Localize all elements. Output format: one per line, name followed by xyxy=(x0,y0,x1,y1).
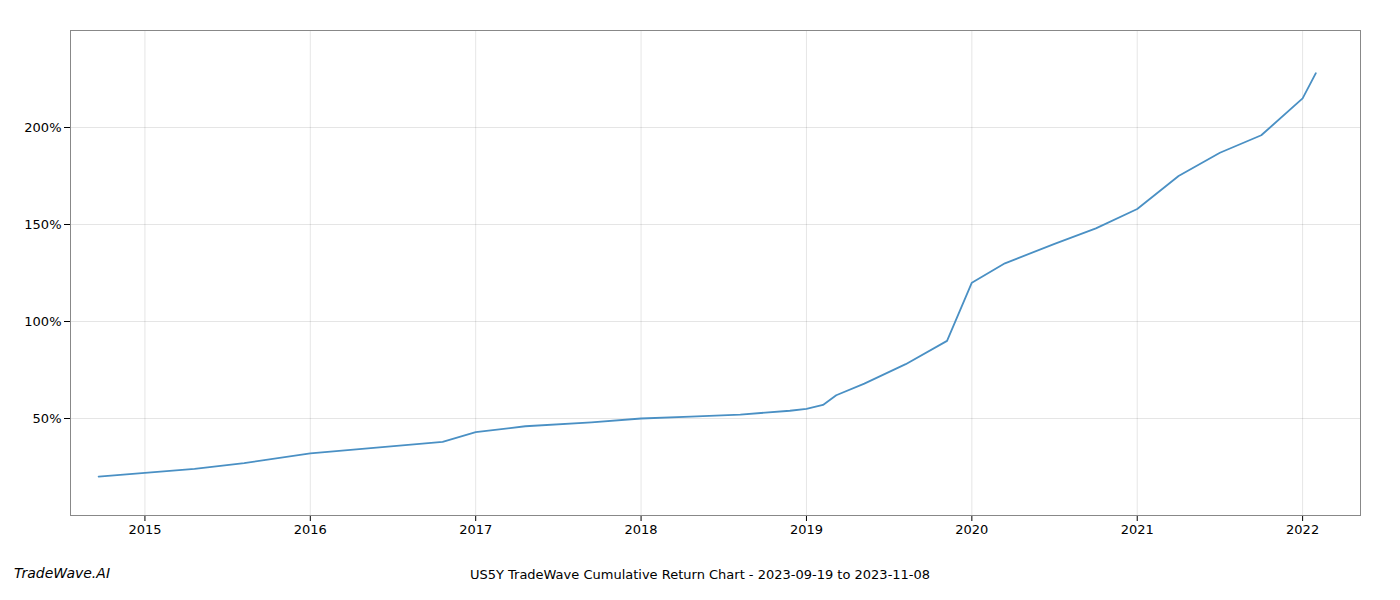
svg-text:2017: 2017 xyxy=(459,522,492,537)
html-text:TradeWave.AI: TradeWave.AI xyxy=(14,565,110,581)
svg-text:2022: 2022 xyxy=(1286,522,1319,537)
svg-text:2020: 2020 xyxy=(955,522,988,537)
svg-text:50%: 50% xyxy=(33,411,62,426)
html-text:US5Y TradeWave Cumulative Retu: US5Y TradeWave Cumulative Return Chart -… xyxy=(469,567,931,582)
svg-text:100%: 100% xyxy=(24,314,61,329)
svg-text:150%: 150% xyxy=(24,217,61,232)
svg-text:2019: 2019 xyxy=(790,522,823,537)
svg-text:2015: 2015 xyxy=(128,522,161,537)
svg-text:2016: 2016 xyxy=(294,522,327,537)
svg-text:200%: 200% xyxy=(24,120,61,135)
svg-text:2018: 2018 xyxy=(625,522,658,537)
svg-text:2021: 2021 xyxy=(1121,522,1154,537)
